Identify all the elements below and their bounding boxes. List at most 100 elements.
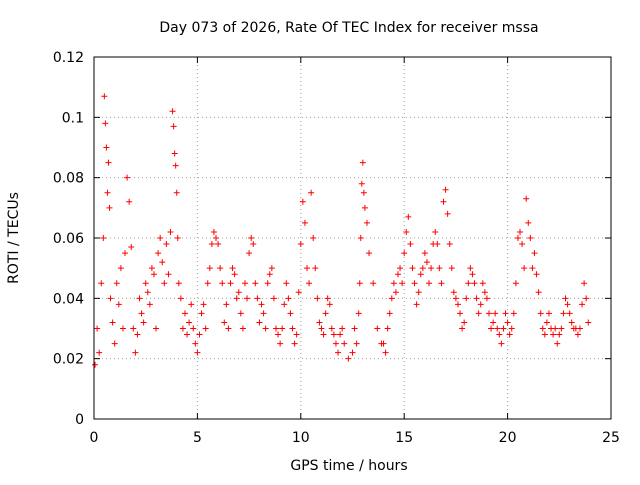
data-point [436,265,443,272]
data-point [554,340,561,347]
data-point [421,250,428,257]
data-point [260,310,267,317]
data-point [177,295,184,302]
data-point [357,235,364,241]
data-point [174,235,181,241]
data-point [510,310,517,317]
data-point [477,301,484,308]
y-tick-label: 0.06 [53,231,84,247]
data-points [92,93,592,368]
data-point [339,325,346,332]
data-point [113,280,120,287]
data-point [208,241,215,248]
data-point [175,280,182,287]
data-point [556,331,563,338]
data-point [293,331,300,338]
data-point [215,241,222,248]
data-point [210,228,217,235]
data-point [254,295,261,302]
data-point [552,325,559,332]
y-tick-label: 0.04 [53,291,84,307]
data-point [374,325,381,332]
data-point [407,241,414,248]
data-point [498,340,505,347]
data-point [423,259,430,266]
data-point [217,265,224,272]
data-point [517,228,524,235]
data-point [285,295,292,302]
data-point [514,235,521,241]
data-point [525,219,532,226]
data-point [106,204,113,211]
data-point [213,235,220,241]
data-point [562,295,569,302]
data-point [473,295,480,302]
data-point [465,280,472,287]
data-point [268,265,275,272]
data-point [124,174,131,181]
data-point [442,186,449,193]
data-point [122,250,129,257]
data-point [349,349,356,356]
data-point [181,310,188,317]
data-point [104,189,111,196]
data-point [198,310,205,317]
data-point [196,331,203,338]
data-point [237,310,244,317]
data-point [101,93,108,100]
data-point [170,123,177,130]
data-point [545,310,552,317]
data-point [239,325,246,332]
data-point [235,289,242,296]
data-point [438,280,445,287]
data-point [384,325,391,332]
data-point [153,325,160,332]
data-point [332,340,339,347]
data-point [318,325,325,332]
data-point [102,120,109,127]
data-point [299,198,306,205]
x-tick-label: 15 [395,430,413,446]
data-point [270,295,277,302]
data-point [512,280,519,287]
data-point [356,280,363,287]
data-point [382,349,389,356]
data-point [457,310,464,317]
data-point [370,280,377,287]
data-point [576,325,583,332]
data-point [417,271,424,278]
data-point [558,325,565,332]
data-point [266,271,273,278]
data-point [324,295,331,302]
data-point [275,331,282,338]
x-tick-label: 20 [499,430,517,446]
grid [94,57,611,419]
data-point [496,331,503,338]
data-point [297,241,304,248]
data-point [190,325,197,332]
y-axis-title: ROTI / TECUs [6,192,22,284]
data-point [409,265,416,272]
data-point [415,289,422,296]
data-point [492,310,499,317]
y-tick-label: 0.12 [53,50,84,66]
data-point [281,301,288,308]
data-point [502,310,509,317]
data-point [506,331,513,338]
data-point [92,361,99,368]
data-point [500,325,507,332]
data-point [227,280,234,287]
data-point [494,325,501,332]
data-point [326,301,333,308]
y-tick-label: 0.08 [53,171,84,187]
data-point [262,325,269,332]
data-point [244,295,251,302]
data-point [107,295,114,302]
x-tick-label: 0 [90,430,99,446]
data-point [219,280,226,287]
data-point [366,250,373,257]
data-point [289,325,296,332]
data-point [200,301,207,308]
